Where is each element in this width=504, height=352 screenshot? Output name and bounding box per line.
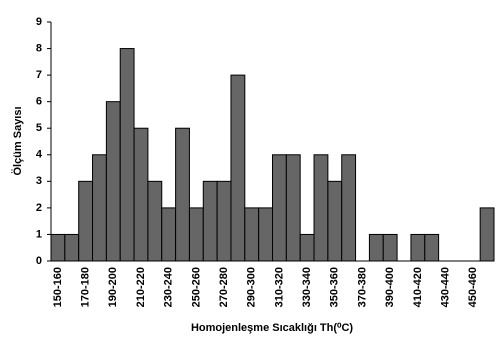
bar	[313, 154, 329, 262]
bar	[341, 154, 357, 262]
bar	[202, 180, 218, 262]
bar	[368, 233, 384, 262]
y-tick-label: 8	[36, 42, 42, 54]
bar	[327, 180, 343, 262]
y-tick-label: 3	[36, 175, 42, 187]
y-tick-label: 1	[36, 228, 42, 240]
bar	[382, 233, 398, 262]
x-tick-label: 450-460	[467, 267, 479, 307]
x-tick-label: 270-280	[218, 267, 230, 307]
bar	[50, 233, 66, 262]
y-tick-label: 6	[36, 96, 42, 108]
bar	[285, 154, 301, 262]
x-tick-label: 150-160	[52, 267, 64, 307]
bar	[479, 207, 495, 262]
bar	[216, 180, 232, 262]
bar	[424, 233, 440, 262]
x-tick-label: 430-440	[439, 267, 451, 307]
bar	[244, 207, 260, 262]
bar	[161, 207, 177, 262]
y-tick-label: 7	[36, 69, 42, 81]
x-tick-label: 370-380	[356, 267, 368, 307]
bar	[64, 233, 80, 262]
bar	[105, 101, 121, 262]
bar	[230, 74, 246, 262]
x-tick-label: 190-200	[107, 267, 119, 307]
y-axis-title: Ölçüm Sayısı	[11, 106, 24, 175]
x-axis-title: Homojenleşme Sıcaklığı Th(⁰C)	[191, 322, 353, 334]
x-tick-label: 390-400	[384, 267, 396, 307]
bar	[410, 233, 426, 262]
bar	[272, 154, 287, 262]
y-tick-label: 5	[36, 122, 42, 134]
bar	[92, 154, 107, 262]
bar	[78, 180, 94, 262]
bar	[258, 207, 273, 262]
y-tick-label: 0	[36, 255, 42, 267]
bar	[188, 207, 204, 262]
bar	[133, 127, 149, 262]
x-tick-label: 250-260	[190, 267, 202, 307]
x-tick-label: 230-240	[163, 267, 175, 307]
x-tick-label: 170-180	[80, 267, 92, 307]
y-tick-label: 4	[36, 149, 43, 161]
y-tick-label: 9	[36, 16, 42, 28]
x-tick-label: 330-340	[301, 267, 313, 307]
x-tick-label: 310-320	[273, 267, 285, 307]
bar	[299, 233, 315, 262]
x-tick-label: 290-300	[246, 267, 258, 307]
bar	[147, 180, 163, 262]
x-tick-label: 350-360	[329, 267, 341, 307]
bar	[119, 48, 135, 262]
y-tick-label: 2	[36, 202, 42, 214]
x-tick-label: 410-420	[412, 267, 424, 307]
x-tick-label: 210-220	[135, 267, 147, 307]
bar	[175, 127, 190, 262]
